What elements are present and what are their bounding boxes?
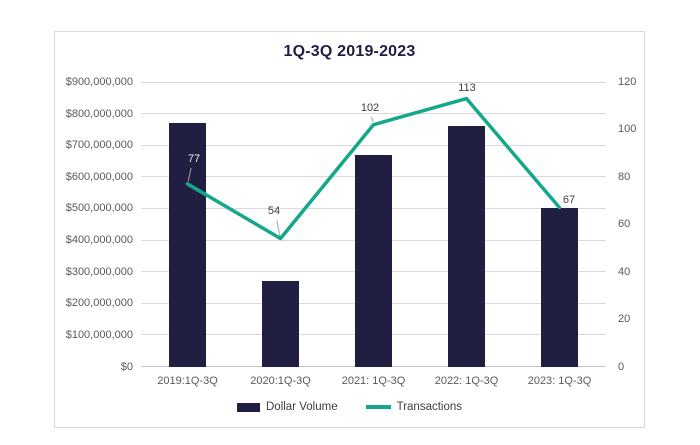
right-axis-tick-label: 80 [618,170,631,183]
transactions-data-label: 67 [562,193,576,206]
line-swatch-icon [365,405,391,409]
left-axis-tick-label: $300,000,000 [65,265,133,278]
legend-label-transactions: Transactions [396,401,462,413]
category-axis-label: 2019:1Q-3Q [157,374,218,387]
data-label-leader-line [276,220,281,237]
gridline [141,144,606,146]
left-axis-tick-label: $500,000,000 [65,202,133,215]
legend-item-transactions: Transactions [365,401,462,413]
plot-area: 77 54 102 113 67 [141,81,606,367]
transactions-data-label: 77 [187,152,201,165]
data-label-leader-line [187,167,192,182]
left-axis-tick-label: $600,000,000 [65,170,133,183]
left-axis-tick-label: $0 [120,360,133,373]
bar-dollar-volume [355,155,392,367]
transactions-data-label: 113 [458,81,476,94]
right-axis-tick-label: 60 [618,218,631,231]
transactions-data-label: 54 [267,205,281,218]
left-axis-tick-label: $200,000,000 [65,297,133,310]
category-axis-label: 2021: 1Q-3Q [341,374,406,387]
legend-label-dollar-volume: Dollar Volume [266,401,338,413]
left-axis-tick-label: $900,000,000 [65,76,133,88]
gridline [141,81,606,83]
category-axis-label: 2023: 1Q-3Q [527,374,592,387]
transactions-data-label: 102 [360,101,380,114]
chart-title: 1Q-3Q 2019-2023 [283,43,416,60]
legend-item-dollar-volume: Dollar Volume [237,401,338,413]
bar-swatch-icon [237,402,260,412]
right-axis-tick-label: 40 [618,265,631,278]
right-axis-tick-label: 20 [618,313,631,326]
category-axis-label: 2022: 1Q-3Q [434,374,499,387]
left-axis-tick-label: $700,000,000 [65,139,133,152]
right-axis-tick-label: 100 [618,123,637,136]
category-axis-label: 2020:1Q-3Q [250,374,311,387]
legend: Dollar Volume Transactions [55,401,644,413]
transactions-line-layer [185,96,562,241]
x-axis-line [141,366,606,367]
bar-dollar-volume [541,208,578,367]
data-label-leader-line [371,116,374,123]
gridline [141,113,606,115]
left-axis-tick-label: $100,000,000 [65,328,133,341]
transactions-line [185,96,562,241]
chart-card: 1Q-3Q 2019-2023 77 54 102 113 67 Dollar Volu… [54,31,645,428]
bar-dollar-volume [169,123,206,367]
left-axis-tick-label: $400,000,000 [65,234,133,247]
right-axis-tick-label: 120 [618,76,637,88]
right-axis-tick-label: 0 [618,360,625,373]
bar-dollar-volume [448,126,485,367]
left-axis-tick-label: $800,000,000 [65,107,133,120]
bar-dollar-volume [262,281,299,367]
